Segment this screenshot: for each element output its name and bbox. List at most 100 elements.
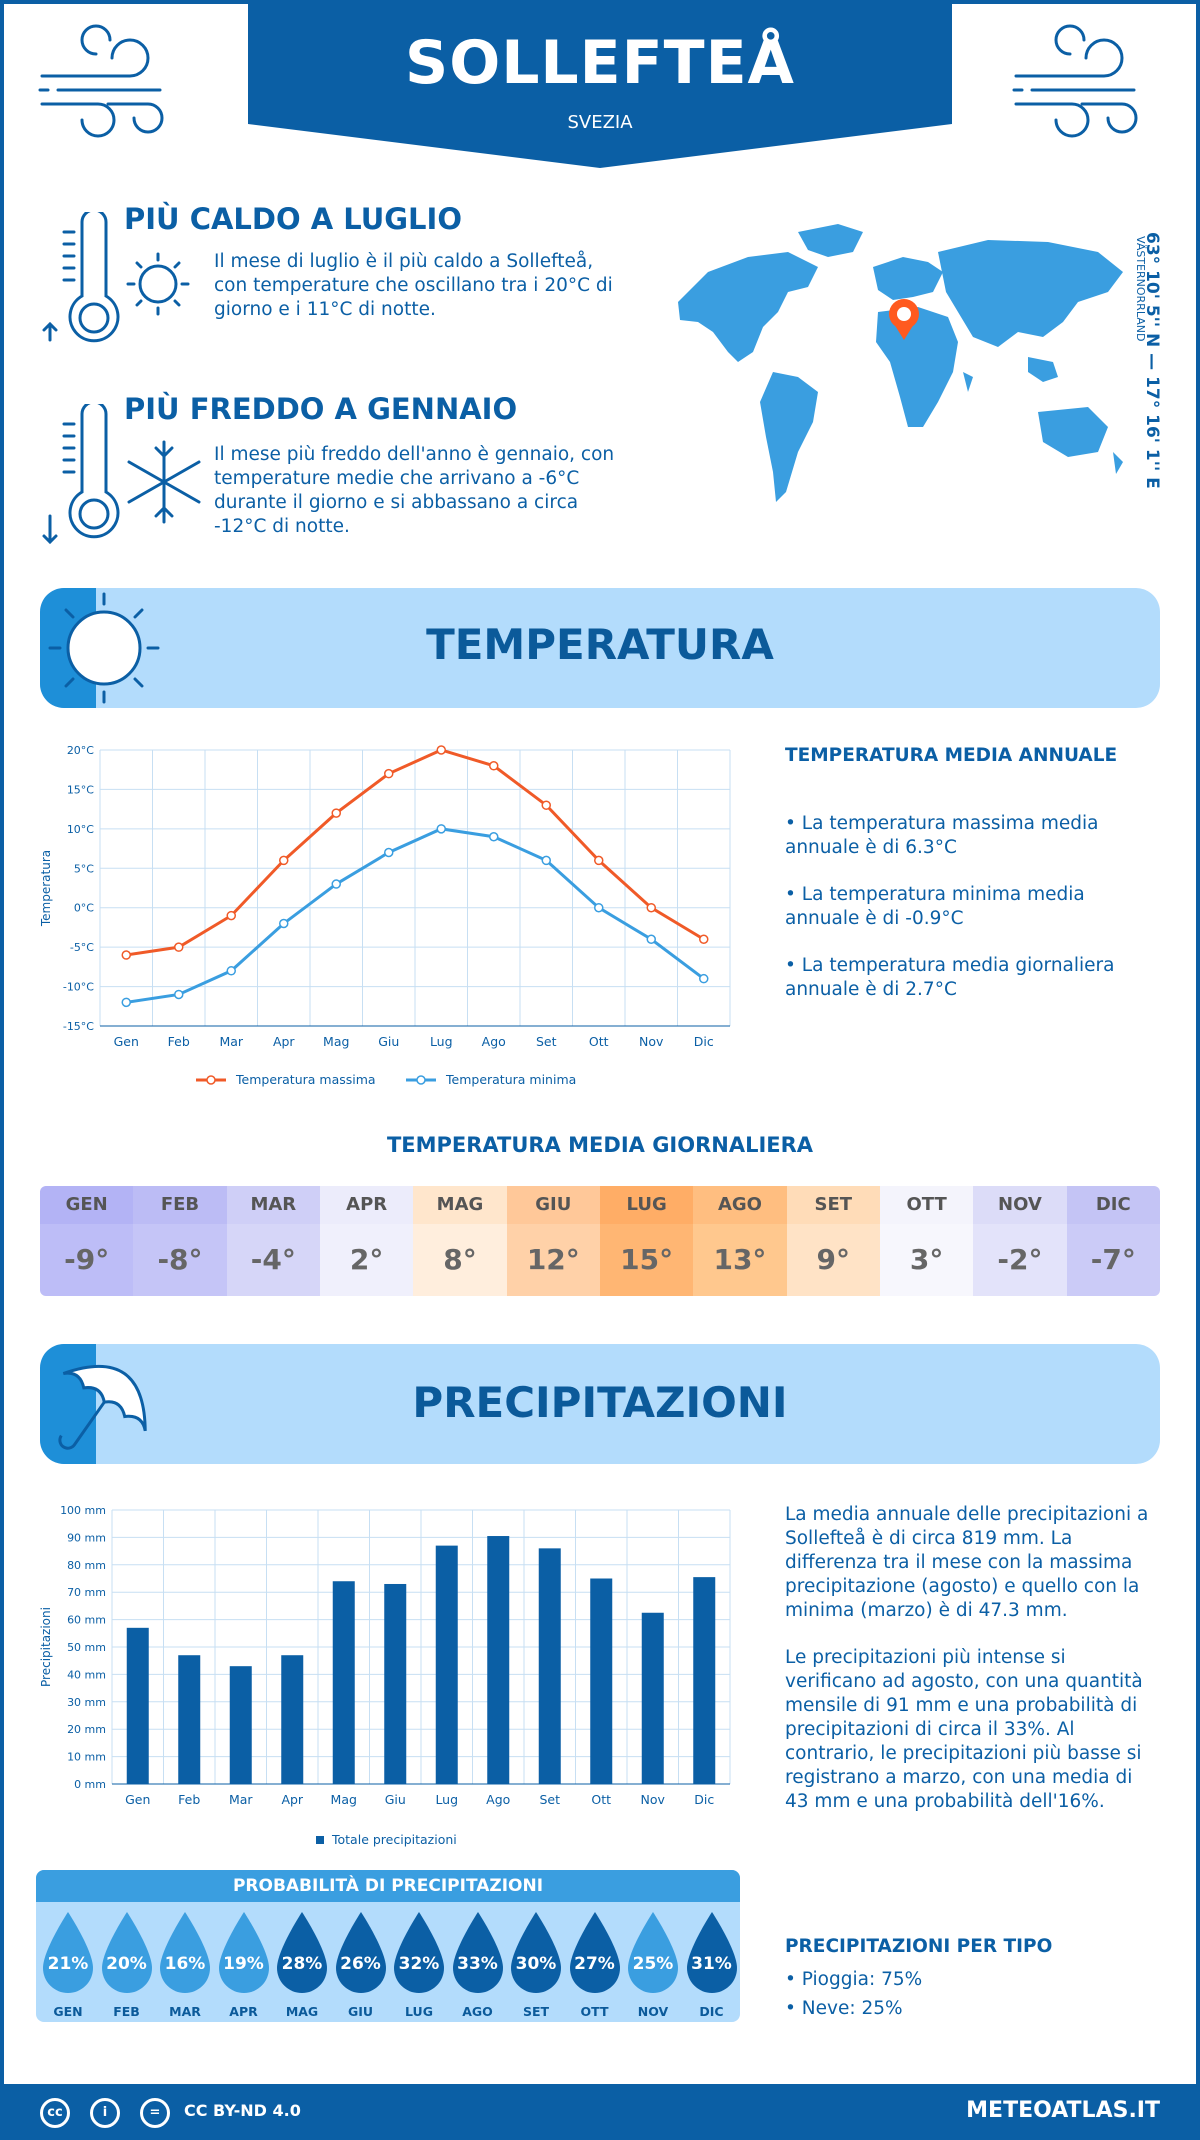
daily-temp-value: -4° bbox=[226, 1224, 320, 1296]
data-point bbox=[226, 966, 236, 976]
bar bbox=[693, 1577, 716, 1784]
probability-value: 19% bbox=[223, 1954, 264, 1974]
y-tick-label: 20°C bbox=[67, 744, 94, 757]
raindrop-icon bbox=[452, 1912, 503, 1993]
daily-temp-value: -7° bbox=[1066, 1224, 1160, 1296]
probability-month: DIC bbox=[699, 2004, 724, 2019]
daily-temp-value: -2° bbox=[973, 1224, 1067, 1296]
x-tick-label: Gen bbox=[114, 1034, 139, 1049]
probability-drop: 25% NOV bbox=[626, 1910, 680, 2019]
probability-drop: 27% OTT bbox=[568, 1910, 622, 2019]
bar bbox=[126, 1627, 149, 1784]
daily-temp-cell: MAR -4° bbox=[226, 1186, 320, 1296]
probability-value: 32% bbox=[398, 1954, 440, 1974]
data-point bbox=[489, 761, 499, 771]
thermometer-cold-icon bbox=[42, 404, 201, 545]
bar bbox=[384, 1583, 407, 1784]
series-line bbox=[126, 748, 705, 957]
legend-marker bbox=[416, 1075, 426, 1085]
daily-temp-value: 12° bbox=[506, 1224, 600, 1296]
coldest-text: Il mese più freddo dell'anno è gennaio, … bbox=[214, 444, 615, 537]
probability-drop: 20% FEB bbox=[100, 1910, 154, 2019]
brand-link[interactable]: METEOATLAS.IT bbox=[966, 2098, 1160, 2123]
x-tick-label: Ott bbox=[589, 1034, 609, 1049]
annual-temp-max: • La temperatura massima media annuale è… bbox=[785, 813, 1099, 858]
probability-value: 30% bbox=[515, 1954, 557, 1974]
y-tick-label: 15°C bbox=[67, 783, 94, 796]
data-point bbox=[174, 942, 184, 952]
x-tick-label: Apr bbox=[281, 1792, 303, 1807]
legend-marker bbox=[206, 1075, 216, 1085]
wind-icon bbox=[38, 24, 164, 138]
probability-value: 20% bbox=[106, 1954, 147, 1974]
daily-temp-month: GIU bbox=[506, 1186, 600, 1224]
region-label: VÄSTERNORRLAND bbox=[1134, 236, 1147, 342]
y-tick-label: -10°C bbox=[63, 981, 94, 994]
raindrop-icon bbox=[277, 1912, 327, 1993]
daily-temp-month: GEN bbox=[40, 1186, 134, 1224]
legend-label: Temperatura massima bbox=[235, 1072, 376, 1087]
probability-drop: 21% GEN bbox=[41, 1910, 95, 2019]
y-tick-label: 5°C bbox=[74, 862, 94, 875]
data-point bbox=[436, 824, 446, 834]
data-point bbox=[594, 902, 604, 913]
y-tick-label: 10°C bbox=[67, 823, 94, 836]
x-tick-label: Giu bbox=[378, 1034, 399, 1049]
y-tick-label: 100 mm bbox=[60, 1504, 106, 1517]
probability-value: 26% bbox=[340, 1954, 381, 1974]
data-point bbox=[226, 910, 236, 921]
probability-month: GIU bbox=[347, 2004, 374, 2019]
daily-temp-value: 2° bbox=[319, 1224, 414, 1296]
x-tick-label: Feb bbox=[178, 1792, 200, 1807]
daily-temp-cell: GEN -9° bbox=[40, 1186, 134, 1296]
y-tick-label: 10 mm bbox=[67, 1751, 106, 1764]
daily-temp-cell: NOV -2° bbox=[973, 1186, 1067, 1296]
x-tick-label: Lug bbox=[435, 1792, 458, 1807]
probability-month: AGO bbox=[462, 2004, 493, 2019]
daily-temp-month: LUG bbox=[599, 1186, 694, 1224]
bar bbox=[178, 1655, 201, 1784]
x-tick-label: Gen bbox=[125, 1792, 150, 1807]
x-tick-label: Dic bbox=[694, 1034, 714, 1049]
precip-probability-title: PROBABILITÀ DI PRECIPITAZIONI bbox=[36, 1870, 740, 1902]
probability-month: GEN bbox=[53, 2004, 83, 2019]
daily-temp-cell: OTT 3° bbox=[879, 1186, 974, 1296]
raindrop-icon bbox=[686, 1912, 737, 1993]
warmest-title: PIÙ CALDO A LUGLIO bbox=[124, 202, 462, 236]
daily-temp-cell: FEB -8° bbox=[133, 1186, 227, 1296]
precipitation-chart: 100 mm 90 mm 80 mm 70 mm 60 mm 50 mm 40 mm 30 m… bbox=[39, 1504, 731, 1847]
footer: cc i = CC BY-ND 4.0 METEOATLAS.IT bbox=[0, 2084, 1200, 2140]
raindrop-icon bbox=[101, 1912, 152, 1993]
daily-temp-title: TEMPERATURA MEDIA GIORNALIERA bbox=[386, 1133, 814, 1157]
bar bbox=[538, 1548, 561, 1784]
x-tick-label: Giu bbox=[385, 1792, 406, 1807]
x-tick-label: Lug bbox=[430, 1034, 453, 1049]
x-tick-label: Nov bbox=[639, 1034, 664, 1049]
precipitation-title: PRECIPITAZIONI bbox=[412, 1378, 788, 1427]
bar bbox=[590, 1578, 613, 1784]
data-point bbox=[489, 831, 499, 842]
legend-marker bbox=[316, 1836, 324, 1844]
y-tick-label: 0 mm bbox=[74, 1778, 106, 1791]
probability-month: FEB bbox=[113, 2004, 140, 2019]
probability-drop: 32% LUG bbox=[392, 1910, 446, 2019]
y-tick-label: 70 mm bbox=[67, 1586, 106, 1599]
raindrop-icon bbox=[394, 1912, 444, 1993]
series-line bbox=[126, 827, 705, 1004]
daily-temp-month: SET bbox=[786, 1186, 880, 1224]
probability-month: OTT bbox=[580, 2004, 609, 2019]
probability-month: NOV bbox=[637, 2004, 669, 2019]
umbrella-icon bbox=[58, 1364, 147, 1450]
raindrop-icon bbox=[569, 1912, 620, 1993]
raindrop-icon bbox=[160, 1912, 210, 1993]
y-tick-label: 50 mm bbox=[67, 1641, 106, 1654]
probability-value: 21% bbox=[47, 1954, 89, 1974]
daily-temp-value: 8° bbox=[413, 1224, 507, 1296]
y-tick-label: 80 mm bbox=[67, 1559, 106, 1572]
precip-text-1: La media annuale delle precipitazioni a … bbox=[785, 1504, 1149, 1621]
legend-label: Temperatura minima bbox=[445, 1072, 576, 1087]
daily-temp-table: GEN -9° FEB -8° MAR -4° APR 2° MAG 8° GIU 12° LUG 15°… bbox=[40, 1186, 1160, 1296]
x-tick-label: Ott bbox=[591, 1792, 611, 1807]
probability-month: MAG bbox=[285, 2004, 319, 2019]
x-tick-label: Nov bbox=[641, 1792, 666, 1807]
